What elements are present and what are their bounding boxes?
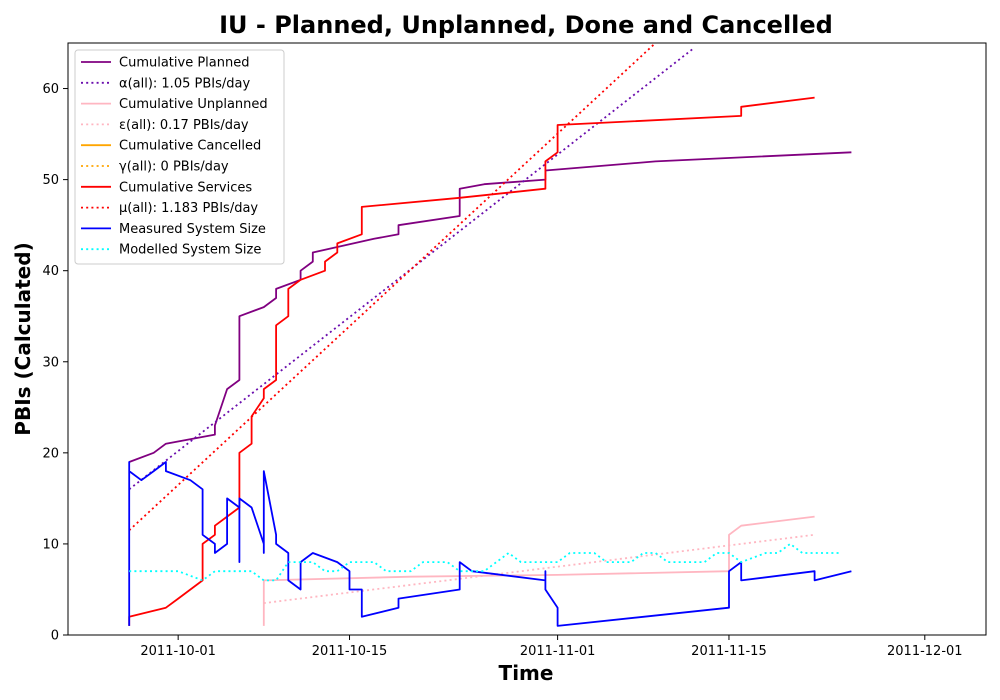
y-tick-label: 40: [42, 264, 59, 279]
x-tick-label: 2011-12-01: [887, 644, 963, 659]
chart-title: IU - Planned, Unplanned, Done and Cancel…: [219, 11, 833, 39]
series-line-3: [262, 515, 815, 626]
x-tick-label: 2011-10-01: [140, 644, 216, 659]
legend-label: Modelled System Size: [119, 243, 261, 258]
y-axis-ticks: 0 10 20 30 40 50 60: [42, 82, 68, 644]
legend-label: Cumulative Planned: [119, 56, 249, 71]
legend: Cumulative Planned α(all): 1.05 PBIs/day C…: [74, 49, 285, 265]
series-line-7: [128, 96, 815, 626]
chart-marks: [128, 43, 852, 627]
legend-label: μ(all): 1.183 PBIs/day: [119, 201, 258, 216]
series-line-4: [263, 533, 815, 604]
legend-label: γ(all): 0 PBIs/day: [119, 160, 229, 175]
y-tick-label: 0: [51, 629, 59, 644]
y-tick-label: 50: [42, 173, 59, 188]
x-axis-label: Time: [499, 661, 554, 685]
x-tick-label: 2011-10-15: [312, 644, 388, 659]
legend-label: Measured System Size: [119, 222, 266, 237]
x-tick-label: 2011-11-01: [520, 644, 596, 659]
legend-label: Cumulative Services: [119, 180, 252, 195]
legend-box: [74, 49, 285, 265]
x-axis-ticks: 2011-10-01 2011-10-15 2011-11-01 2011-11-15…: [140, 635, 963, 659]
x-tick-label: 2011-11-15: [691, 644, 767, 659]
y-tick-label: 20: [42, 446, 59, 461]
y-axis-label: PBIs (Calculated): [11, 242, 35, 435]
series-line-1: [128, 151, 852, 463]
legend-label: α(all): 1.05 PBIs/day: [119, 76, 250, 91]
legend-label: Cumulative Cancelled: [119, 139, 261, 154]
y-tick-label: 60: [42, 82, 59, 97]
y-tick-label: 30: [42, 355, 59, 370]
series-line-9: [128, 461, 852, 627]
legend-label: ε(all): 0.17 PBIs/day: [119, 118, 249, 133]
legend-label: Cumulative Unplanned: [119, 97, 268, 112]
series-line-10: [129, 543, 840, 582]
plot-area-frame: [67, 42, 987, 636]
y-tick-label: 10: [42, 537, 59, 552]
